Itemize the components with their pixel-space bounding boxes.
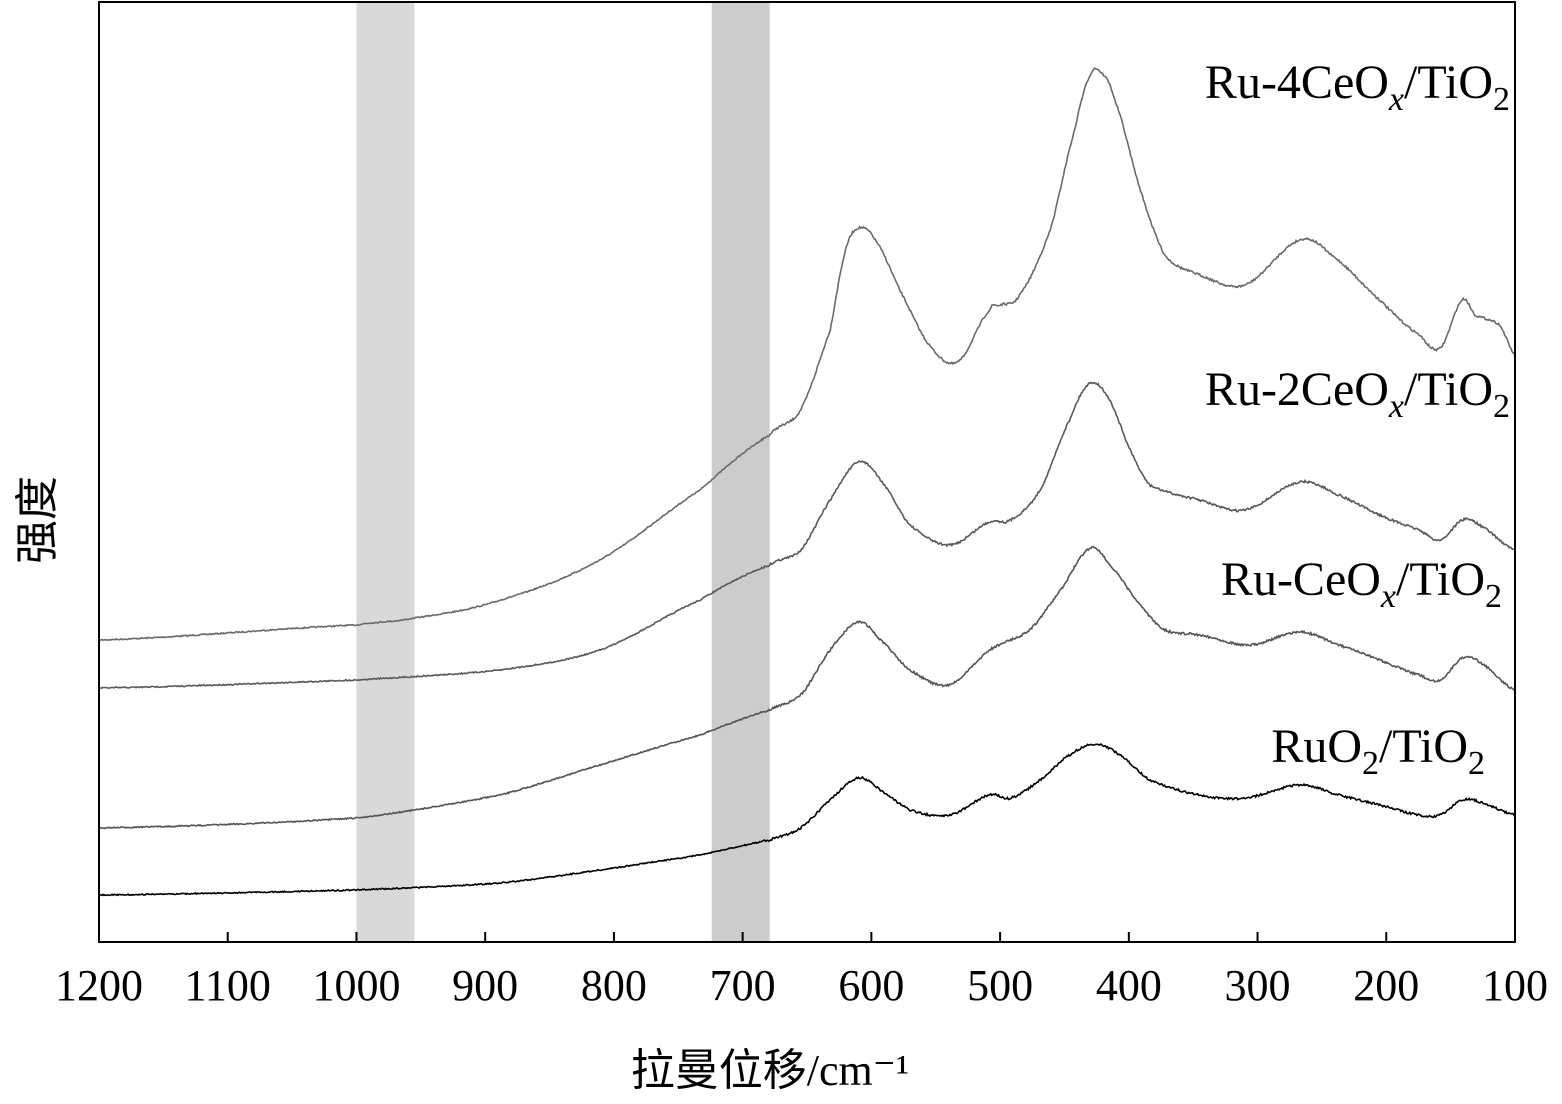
x-tick-label: 600 <box>838 961 904 1010</box>
x-tick-label: 200 <box>1353 961 1419 1010</box>
x-tick-label: 1000 <box>312 961 400 1010</box>
series-label: Ru-CeOx​/TiO2​ <box>1221 553 1502 615</box>
x-axis-ticks: 1200 1100 1000 900 800 700 600 500 400 300 200 100 <box>55 932 1548 1010</box>
x-tick-label: 300 <box>1225 961 1291 1010</box>
series-label: Ru-2CeOx​/TiO2​ <box>1205 363 1510 425</box>
x-tick-label: 100 <box>1482 961 1548 1010</box>
series-labels: Ru-4CeOx​/TiO2​ Ru-2CeOx​/TiO2​ Ru-CeOx​/T… <box>1205 56 1510 782</box>
series-label: Ru-4CeOx​/TiO2​ <box>1205 56 1510 118</box>
plot-frame <box>98 1 1516 943</box>
x-tick-label: 400 <box>1096 961 1162 1010</box>
x-axis-label: 拉曼位移/cm⁻¹ <box>631 1046 909 1095</box>
series-lines <box>98 67 1516 897</box>
x-tick-label: 700 <box>710 961 776 1010</box>
x-tick-label: 1200 <box>55 961 143 1010</box>
shaded-band <box>356 2 415 942</box>
x-tick-label: 1100 <box>185 961 271 1010</box>
x-tick-label: 500 <box>967 961 1033 1010</box>
series-label: RuO2​/TiO2​ <box>1271 720 1485 782</box>
series-line <box>98 67 1516 642</box>
series-line <box>98 545 1516 830</box>
series-line <box>99 743 1516 897</box>
x-tick-label: 900 <box>452 961 518 1010</box>
series-line <box>99 381 1516 690</box>
y-axis-label: 强度 <box>13 476 62 564</box>
shaded-bands <box>356 2 770 942</box>
x-tick-label: 800 <box>581 961 647 1010</box>
